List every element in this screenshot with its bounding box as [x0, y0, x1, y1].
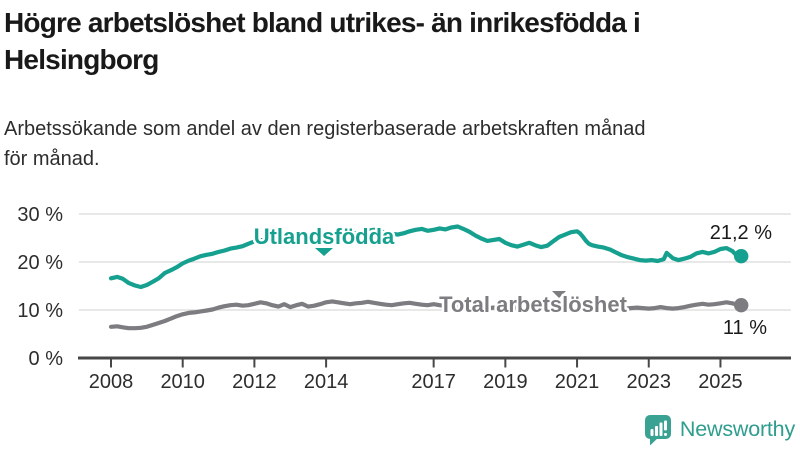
line-chart: 0 % 10 % 20 % 30 % 2008 2010 2012 2014 2017 2019… — [17, 204, 791, 393]
end-value-label-utlandsfodda: 21,2 % — [710, 222, 772, 244]
chart-subtitle-line1: Arbetssökande som andel av den registerb… — [4, 118, 646, 140]
series-line-utlandsfodda — [108, 224, 744, 290]
page-title: Högre arbetslöshet bland utrikes- än inr… — [4, 4, 796, 78]
x-axis-ticks — [110, 359, 722, 368]
newsworthy-logo-text: Newsworthy — [679, 417, 795, 441]
newsworthy-logo: Newsworthy — [643, 413, 795, 446]
y-tick-label: 30 % — [17, 204, 63, 226]
x-tick-label: 2008 — [89, 371, 134, 393]
label-pointer-triangle-total — [552, 291, 566, 298]
x-tick-label: 2014 — [304, 371, 349, 393]
x-tick-label: 2021 — [555, 371, 600, 393]
page-title-line1: Högre arbetslöshet bland utrikes- än inr… — [4, 7, 641, 38]
label-pointer-triangle-utlandsfodda — [315, 248, 333, 256]
y-tick-label: 0 % — [29, 348, 64, 370]
page-title-line2: Helsingborg — [4, 44, 159, 75]
x-tick-label: 2023 — [627, 371, 672, 393]
y-tick-label: 20 % — [17, 252, 63, 274]
x-tick-label: 2017 — [411, 371, 456, 393]
y-tick-label: 10 % — [17, 300, 63, 322]
series-label-total-arbetsloshet: Total arbetslöshet — [439, 292, 628, 317]
series-end-dot-utlandsfodda — [734, 249, 749, 264]
end-value-label-total-arbetsloshet: 11 % — [723, 317, 767, 339]
x-tick-label: 2012 — [232, 371, 277, 393]
series-label-utlandsfodda: Utlandsfödda — [254, 224, 395, 249]
newsworthy-logo-icon — [644, 415, 671, 446]
x-tick-label: 2025 — [698, 371, 743, 393]
series-end-dot-total-arbetsloshet — [734, 298, 749, 313]
series-line-total-arbetsloshet — [108, 298, 744, 331]
x-tick-label: 2010 — [160, 371, 205, 393]
chart-subtitle: Arbetssökande som andel av den registerb… — [4, 114, 796, 174]
y-axis-labels: 0 % 10 % 20 % 30 % — [17, 204, 63, 370]
x-tick-label: 2019 — [483, 371, 528, 393]
chart-subtitle-line2: för månad. — [4, 148, 100, 170]
x-axis-labels: 2008 2010 2012 2014 2017 2019 2021 2023 2025 — [89, 371, 743, 393]
chart-header: Högre arbetslöshet bland utrikes- än inr… — [4, 4, 796, 174]
